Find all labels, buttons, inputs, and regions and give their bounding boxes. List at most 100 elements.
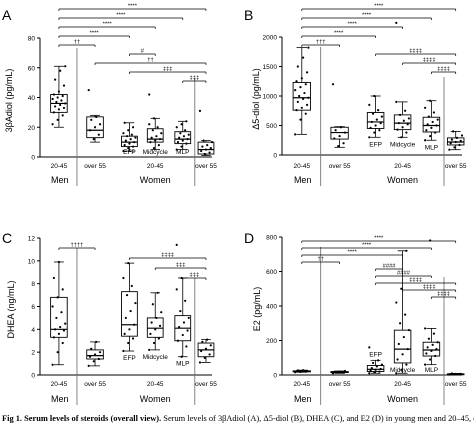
data-point (402, 335, 405, 339)
significance-label: ‡‡‡‡ (409, 278, 422, 284)
data-point (294, 89, 297, 92)
data-point (185, 142, 188, 145)
data-point (150, 136, 153, 139)
significance-label: **** (128, 4, 138, 10)
data-point (302, 97, 305, 101)
data-point (56, 296, 59, 299)
data-point (130, 284, 133, 288)
data-point (374, 124, 377, 127)
data-point (187, 316, 190, 320)
data-point (377, 109, 380, 112)
data-point (131, 126, 135, 129)
y-tick-label: 2000 (263, 35, 278, 42)
y-tick-label: 0 (31, 373, 35, 380)
data-point (157, 144, 160, 147)
box-3 (121, 262, 138, 353)
significance-bracket: **** (58, 13, 184, 20)
category-label: over 55 (329, 381, 351, 388)
box-2 (86, 88, 104, 143)
y-tick-label: 20 (28, 125, 36, 132)
data-point (379, 122, 382, 125)
data-point (299, 118, 302, 121)
category-label: 20-45 (394, 163, 411, 170)
chart-panel-c: C 0 2 4 6 8 10 12 DHEA (ng/mL) 20-45 over 55 EFP Mid… (2, 230, 217, 405)
data-point (54, 78, 57, 81)
data-point (378, 370, 381, 373)
data-point (54, 105, 57, 108)
category-label: 20-45 (147, 163, 164, 170)
data-point (368, 372, 371, 375)
category-label: MLP (176, 149, 189, 156)
data-point (204, 347, 208, 350)
data-point (406, 123, 409, 126)
data-point (302, 369, 305, 372)
significance-label: ‡‡‡ (163, 67, 173, 73)
data-point (459, 139, 462, 142)
data-point (304, 112, 307, 115)
iqr-box (422, 116, 441, 133)
box-3 (366, 346, 385, 375)
data-point (375, 365, 378, 368)
data-point (156, 126, 159, 129)
data-point (429, 358, 432, 361)
data-point (90, 118, 93, 121)
data-point (331, 83, 335, 86)
data-point (299, 86, 302, 89)
data-point (206, 144, 209, 147)
data-point (180, 276, 183, 280)
y-axis-title: E2 (pg/mL) (252, 287, 262, 332)
y-tick-label: 1000 (263, 94, 278, 101)
data-point (368, 136, 371, 139)
data-point (200, 149, 203, 153)
data-point (149, 332, 152, 335)
data-point (182, 135, 186, 138)
significance-bracket: ‡‡‡ (154, 263, 207, 270)
box-6 (197, 109, 215, 156)
group-label: Women (140, 175, 171, 185)
data-point (61, 94, 64, 98)
data-point (56, 96, 59, 99)
data-point (450, 138, 454, 141)
significance-label: **** (348, 250, 358, 256)
category-label: 20-45 (293, 381, 310, 388)
data-point (61, 288, 64, 291)
significance-label: **** (116, 13, 126, 19)
significance-bracket: **** (301, 13, 432, 20)
data-point (87, 364, 90, 367)
significance-bracket: ‡‡‡ (182, 273, 207, 280)
data-point (134, 136, 137, 139)
significance-bracket: ‡‡‡‡ (375, 49, 457, 56)
group-label: Women (140, 394, 171, 404)
y-tick-label: 200 (266, 338, 277, 345)
significance-label: ‡‡‡‡ (423, 285, 436, 291)
data-point (92, 138, 95, 141)
data-point (401, 353, 404, 356)
data-point (201, 145, 204, 148)
data-point (448, 148, 451, 151)
significance-label: ‡‡‡ (176, 263, 186, 269)
category-label: EFP (369, 141, 382, 148)
iqr-box (366, 365, 385, 373)
data-point (179, 132, 182, 135)
group-label: Women (387, 175, 418, 185)
data-point (397, 122, 400, 125)
data-point (425, 352, 428, 355)
significance-label: ‡‡‡‡ (437, 67, 450, 73)
data-point (427, 115, 430, 118)
box-4 (146, 93, 164, 150)
data-point (59, 103, 62, 107)
data-point (90, 347, 93, 350)
category-label: over 55 (195, 381, 217, 388)
data-point (305, 369, 309, 372)
significance-label: **** (90, 31, 100, 37)
data-point (397, 342, 400, 346)
data-point (97, 357, 100, 361)
data-point (61, 341, 64, 345)
panel-label: A (2, 7, 12, 23)
group-label: Men (294, 394, 312, 404)
significance-label: #### (383, 264, 397, 270)
data-point (124, 316, 127, 320)
data-point (298, 94, 301, 98)
data-point (400, 136, 403, 139)
category-label: over 55 (445, 163, 467, 170)
